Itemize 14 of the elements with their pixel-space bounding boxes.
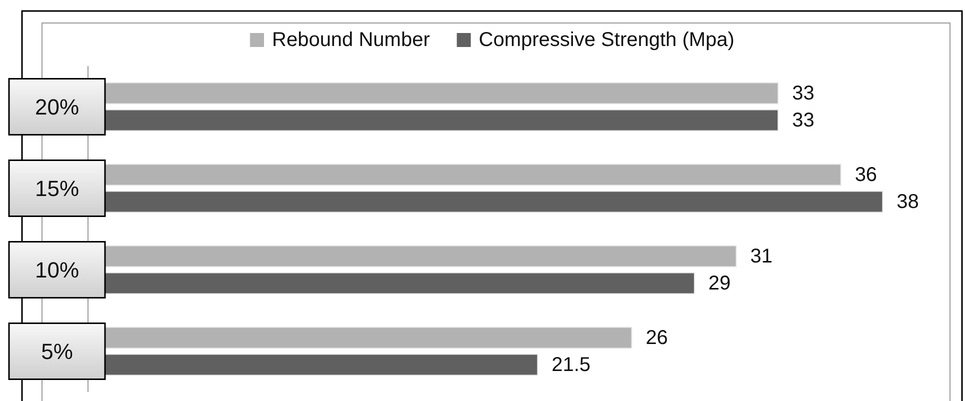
legend-label: Rebound Number <box>272 29 430 51</box>
y-tick-label: 15% <box>34 176 80 201</box>
data-label: 21.5 <box>552 354 591 376</box>
y-tick-label: 20% <box>34 94 80 120</box>
y-tick-label: 10% <box>34 257 80 282</box>
legend-label: Compressive Strength (Mpa) <box>478 29 734 51</box>
y-tick-label: 5% <box>41 338 73 364</box>
data-label: 33 <box>792 109 814 132</box>
data-label: 29 <box>708 272 731 294</box>
data-label: 38 <box>896 190 919 213</box>
data-label: 33 <box>792 82 814 104</box>
data-label: 36 <box>854 164 878 186</box>
data-label: 31 <box>750 245 773 268</box>
data-label: 26 <box>646 326 668 349</box>
